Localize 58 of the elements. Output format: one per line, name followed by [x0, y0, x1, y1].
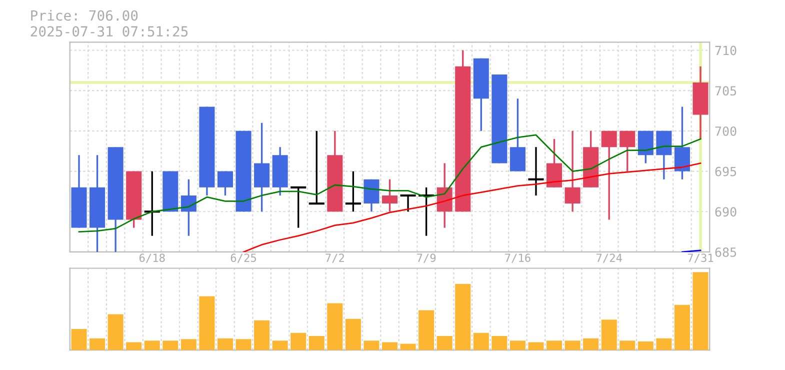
bar	[638, 341, 654, 350]
bar	[254, 320, 270, 350]
x-tick-label: 7/16	[505, 254, 530, 263]
candlestick	[382, 178, 398, 212]
x-tick-label: 7/24	[596, 254, 622, 263]
bar	[71, 328, 87, 350]
bar	[528, 342, 544, 350]
bar	[473, 332, 489, 350]
bar	[144, 340, 160, 350]
bar	[180, 339, 196, 350]
x-tick-label: 7/31	[688, 254, 714, 263]
y-tick-label: 690	[715, 207, 736, 217]
x-tick-label: 6/18	[139, 254, 165, 263]
candlestick	[217, 170, 234, 196]
bar	[364, 340, 380, 350]
bar	[236, 339, 252, 350]
chart-title: Price: 706.00	[31, 10, 138, 21]
candlestick	[601, 130, 617, 221]
x-tick-label: 7/2	[326, 254, 344, 263]
y-tick-label: 695	[715, 166, 736, 176]
bar	[546, 340, 562, 350]
bar	[345, 318, 361, 350]
bar	[217, 338, 234, 350]
x-tick-label: 7/9	[417, 254, 436, 263]
chart-subtitle: 2025-07-31 07:51:25	[30, 26, 188, 37]
bar	[620, 340, 636, 350]
bar	[327, 303, 343, 350]
bar	[400, 344, 416, 350]
bar	[601, 320, 617, 350]
bar	[583, 338, 599, 350]
bar	[108, 314, 124, 350]
bar	[492, 336, 508, 350]
bar	[692, 272, 708, 350]
bar	[199, 296, 215, 350]
candlestick	[564, 130, 580, 212]
bar	[436, 336, 452, 350]
bar	[90, 338, 106, 350]
candlestick	[620, 130, 636, 172]
bar	[510, 340, 526, 350]
bar	[455, 284, 471, 350]
bar	[564, 340, 580, 350]
bar	[272, 340, 288, 350]
y-tick-label: 685	[715, 247, 736, 257]
bar	[290, 332, 306, 350]
bar	[308, 336, 324, 350]
y-tick-label: 705	[715, 86, 736, 96]
line-series	[242, 162, 702, 252]
y-tick-label: 710	[715, 46, 736, 56]
bar	[162, 340, 178, 350]
bar	[674, 304, 690, 350]
bar	[382, 342, 398, 350]
bar	[656, 338, 672, 350]
bar	[418, 310, 434, 350]
y-tick-label: 700	[715, 126, 736, 136]
x-tick-label: 6/25	[230, 254, 256, 263]
bar	[126, 342, 142, 350]
line-series	[78, 134, 702, 232]
candlestick	[180, 178, 196, 237]
